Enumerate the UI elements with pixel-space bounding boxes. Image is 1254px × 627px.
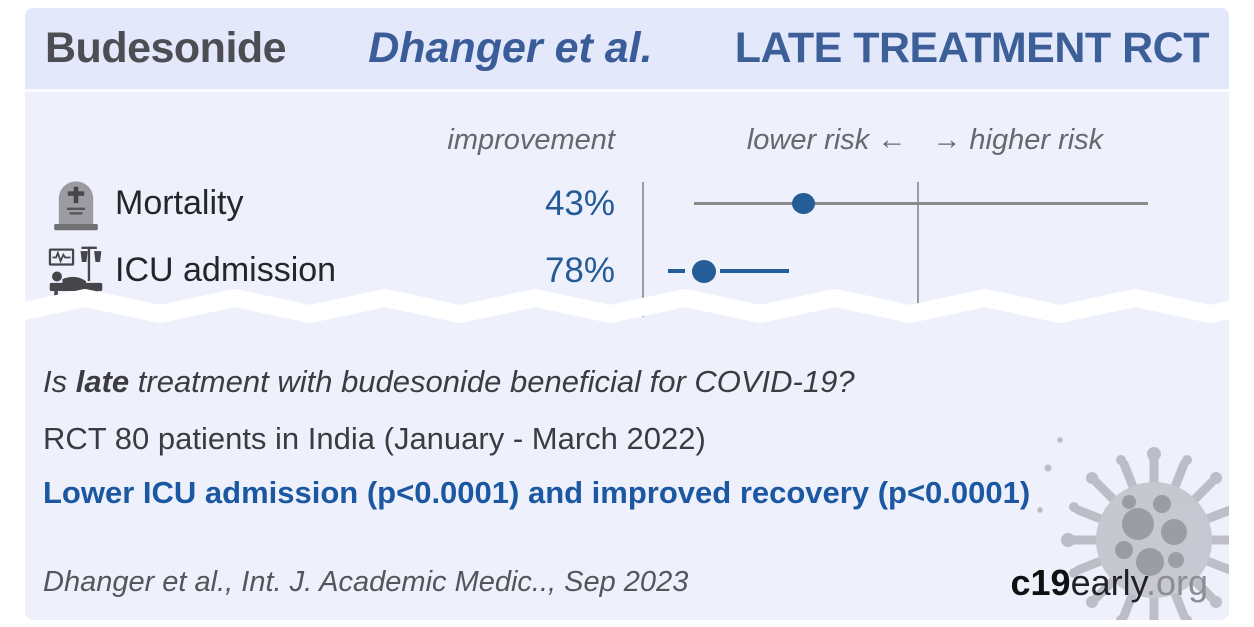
study-card: Budesonide Dhanger et al. LATE TREATMENT… [25, 8, 1229, 620]
citation: Dhanger et al., Int. J. Academic Medic..… [43, 566, 689, 598]
brand-c19: c19 [1010, 562, 1071, 603]
improvement-column-header: improvement [447, 124, 615, 156]
virus-icon [1037, 437, 1229, 620]
effect-dot-mortality [792, 193, 815, 214]
brand-early: early [1070, 562, 1146, 603]
question-emphasis: late [75, 364, 130, 399]
brand-org: .org [1145, 562, 1208, 603]
question-prefix: Is [43, 364, 76, 399]
brand-c19early: c19early.org [1011, 562, 1208, 604]
treatment-name: Budesonide [45, 24, 287, 72]
plot-left-axis-line [642, 182, 644, 317]
question-suffix: treatment with budesonide beneficial for… [129, 364, 855, 399]
card-header: Budesonide Dhanger et al. LATE TREATMENT… [25, 8, 1229, 92]
wave-divider [25, 289, 1229, 323]
risk-axis-header: lower risk ← → higher risk [747, 124, 1103, 157]
ci-line-mortality [694, 202, 1148, 205]
improvement-value-icu: 78% [544, 251, 615, 290]
ci-line-icu [720, 269, 789, 273]
study-question: Is late treatment with budesonide benefi… [43, 364, 855, 400]
study-authors: Dhanger et al. [368, 24, 653, 72]
treatment-stage-label: LATE TREATMENT RCT [734, 24, 1210, 72]
study-finding: Lower ICU admission (p<0.0001) and impro… [43, 475, 1031, 510]
higher-risk-arrow-label: → higher risk [932, 124, 1104, 156]
tombstone-icon [54, 181, 98, 231]
lower-risk-arrow-label: lower risk ← [746, 124, 907, 156]
study-description: RCT 80 patients in India (January - Marc… [43, 421, 706, 456]
effect-dot-icu [692, 260, 716, 283]
improvement-value-mortality: 43% [544, 184, 615, 223]
icu-bed-icon [48, 246, 103, 301]
outcome-label-mortality: Mortality [115, 184, 244, 222]
card-body: improvement lower risk ← → higher risk M… [25, 92, 1229, 620]
outcome-label-icu: ICU admission [115, 251, 337, 289]
reference-line-rr1 [917, 182, 919, 317]
ci-truncation-dash-icu [668, 269, 685, 273]
